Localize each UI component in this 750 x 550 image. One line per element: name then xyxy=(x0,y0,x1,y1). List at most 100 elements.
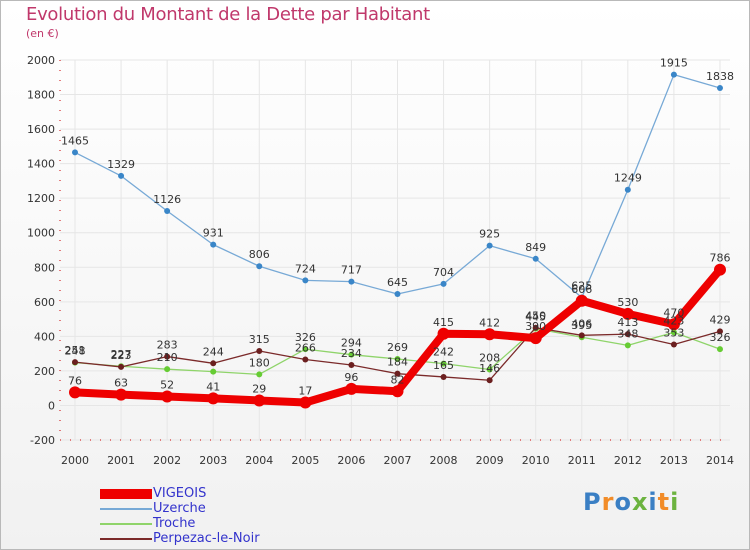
data-label: 395 xyxy=(571,319,592,332)
data-label: 530 xyxy=(617,296,638,309)
data-point xyxy=(532,255,539,262)
y-tick-label: 0 xyxy=(48,399,55,412)
data-label: 223 xyxy=(111,349,132,362)
data-point xyxy=(486,366,493,373)
data-label: 1126 xyxy=(153,193,181,206)
x-tick-label: 2006 xyxy=(337,454,365,467)
chart-plot: -200 0 200 400 600 800 1000 1200 1400 1600 1800 200… xyxy=(27,54,734,467)
data-label: 165 xyxy=(433,359,454,372)
chart-legend: VIGEOIS Uzerche Troche Perpezac-le-Noir xyxy=(100,486,360,546)
data-point xyxy=(72,359,78,366)
data-label: 415 xyxy=(433,316,454,329)
data-label: 184 xyxy=(387,356,408,369)
logo-letter: t xyxy=(657,488,671,516)
data-label: 806 xyxy=(249,248,270,261)
data-point xyxy=(345,382,358,395)
x-tick-label: 2014 xyxy=(706,454,734,467)
y-tick-label: 1200 xyxy=(27,192,55,205)
data-label: 251 xyxy=(65,344,86,357)
data-label: 353 xyxy=(663,326,684,339)
data-label: 450 xyxy=(525,310,546,323)
data-label: 294 xyxy=(341,337,362,350)
data-label: 52 xyxy=(160,378,174,391)
data-point xyxy=(210,360,217,367)
y-tick-label: 800 xyxy=(34,261,55,274)
data-label: 786 xyxy=(709,252,730,265)
data-point xyxy=(164,353,171,360)
data-point xyxy=(302,277,309,284)
data-point xyxy=(302,346,309,353)
data-label: 645 xyxy=(387,276,408,289)
proxiti-logo: Proxiti xyxy=(583,488,679,516)
data-point xyxy=(716,84,723,91)
data-label: 315 xyxy=(249,333,270,346)
data-label: 76 xyxy=(68,374,82,387)
chart-title: Evolution du Montant de la Dette par Hab… xyxy=(26,4,430,25)
data-label: 210 xyxy=(157,351,178,364)
data-point xyxy=(440,373,447,380)
data-point xyxy=(348,351,355,358)
data-point xyxy=(670,341,677,348)
x-tick-label: 2001 xyxy=(107,454,135,467)
chart-subtitle: (en €) xyxy=(26,27,59,40)
logo-letter: r xyxy=(601,488,615,516)
legend-item-uzerche[interactable]: Uzerche xyxy=(100,501,360,516)
data-point xyxy=(667,318,680,331)
data-point xyxy=(69,386,81,399)
data-point xyxy=(256,263,263,270)
x-tick-label: 2011 xyxy=(568,454,596,467)
data-point xyxy=(302,356,309,363)
data-label: 1249 xyxy=(614,172,642,185)
data-point xyxy=(486,242,493,249)
data-point xyxy=(348,278,355,285)
legend-swatch-uzerche xyxy=(100,508,152,510)
x-tick-label: 2009 xyxy=(476,454,504,467)
x-tick-label: 2010 xyxy=(522,454,550,467)
data-label: 227 xyxy=(111,348,132,361)
data-label: 146 xyxy=(479,362,500,375)
x-tick-label: 2013 xyxy=(660,454,688,467)
data-label: 925 xyxy=(479,228,500,241)
data-label: 406 xyxy=(571,317,592,330)
data-point xyxy=(624,331,631,338)
data-point xyxy=(624,342,631,349)
data-point xyxy=(624,186,631,193)
data-label: 269 xyxy=(387,341,408,354)
legend-label-vigeois: VIGEOIS xyxy=(153,486,207,501)
data-label: 390 xyxy=(525,320,546,333)
data-point xyxy=(716,328,723,335)
data-point xyxy=(118,363,125,370)
data-point xyxy=(115,388,128,401)
data-label: 63 xyxy=(114,377,128,390)
data-label: 625 xyxy=(571,280,592,293)
data-point xyxy=(348,362,355,369)
legend-item-perpezac[interactable]: Perpezac-le-Noir xyxy=(100,531,360,546)
data-label: 82 xyxy=(390,373,404,386)
x-tick-label: 2007 xyxy=(383,454,411,467)
data-point xyxy=(210,241,217,248)
y-tick-label: 1400 xyxy=(27,158,55,171)
data-label: 96 xyxy=(344,371,358,384)
data-label: 1465 xyxy=(61,134,89,147)
x-tick-label: 2002 xyxy=(153,454,181,467)
legend-item-troche[interactable]: Troche xyxy=(100,516,360,531)
data-point xyxy=(578,332,585,339)
data-point xyxy=(394,291,401,298)
data-label: 704 xyxy=(433,266,454,279)
legend-item-vigeois[interactable]: VIGEOIS xyxy=(100,486,360,501)
data-point xyxy=(440,280,447,287)
data-point xyxy=(391,385,404,398)
legend-label-troche: Troche xyxy=(153,516,196,531)
data-point xyxy=(164,366,171,373)
data-label: 326 xyxy=(295,331,316,344)
data-point xyxy=(394,355,401,362)
data-point xyxy=(529,332,542,345)
data-point xyxy=(161,390,174,403)
data-label: 931 xyxy=(203,227,224,240)
data-label: 244 xyxy=(203,345,224,358)
data-point xyxy=(299,396,312,409)
logo-letter: o xyxy=(614,488,632,516)
data-label: 248 xyxy=(65,345,86,358)
data-point xyxy=(210,368,217,375)
